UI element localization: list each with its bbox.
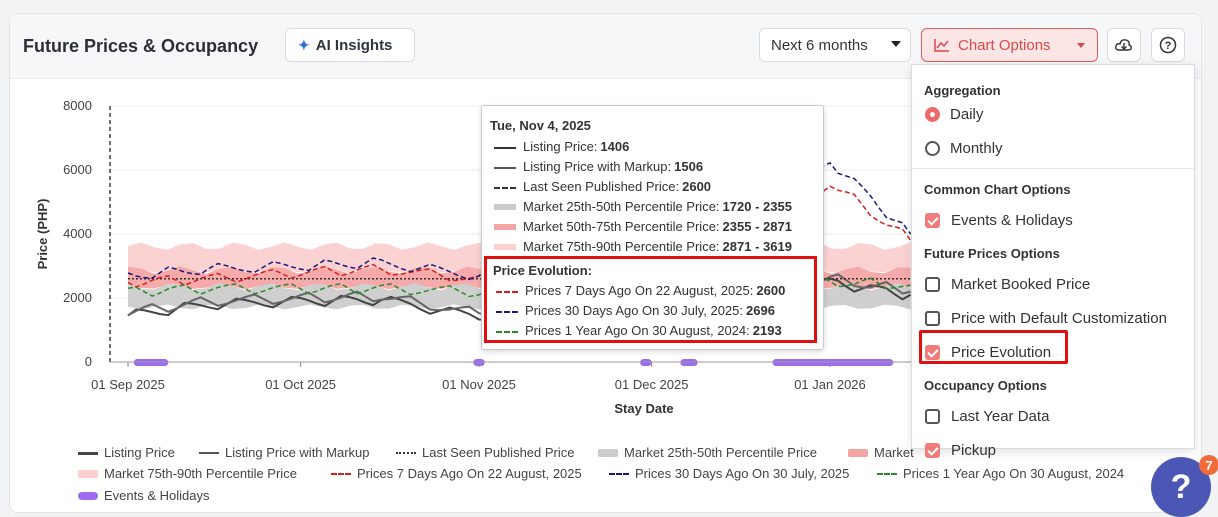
radio-selected-icon [925, 107, 940, 122]
aggregation-heading: Aggregation [924, 83, 1001, 98]
caret-down-icon [891, 41, 901, 47]
y-tick-label: 0 [85, 354, 92, 369]
chart-options-menu: Aggregation Daily Monthly Common Chart O… [911, 64, 1195, 459]
card-header: Future Prices & Occupancy ✦ AI Insights … [10, 14, 1201, 79]
legend-item[interactable]: Market 75th-90th Percentile Price [78, 466, 297, 481]
tooltip-date: Tue, Nov 4, 2025 [490, 118, 591, 133]
legend-item[interactable]: Listing Price [78, 445, 175, 460]
tooltip-row: Listing Price with Markup: 1506 [494, 159, 703, 174]
chart-options-label: Chart Options [958, 36, 1051, 54]
price-evolution-highlight: Price Evolution: Prices 7 Days Ago On 22… [484, 256, 817, 343]
tooltip-row: Market 50th-75th Percentile Price: 2355 -… [494, 219, 792, 234]
chart-tooltip: Tue, Nov 4, 2025 Listing Price: 1406 List… [481, 105, 824, 350]
tooltip-row: Listing Price: 1406 [494, 139, 629, 154]
x-tick-label: 01 Oct 2025 [265, 377, 336, 392]
legend-item[interactable]: Prices 1 Year Ago On 30 August, 2024 [877, 466, 1124, 481]
legend-item[interactable]: Events & Holidays [78, 488, 210, 503]
events-holidays-checkbox[interactable]: Events & Holidays [925, 212, 1073, 229]
x-tick-label: 01 Sep 2025 [91, 377, 165, 392]
help-button[interactable]: ? [1151, 28, 1185, 62]
checkbox-checked-icon [925, 213, 940, 228]
legend-item[interactable]: Last Seen Published Price [396, 445, 574, 460]
question-icon: ? [1170, 467, 1192, 506]
tooltip-row: Market 25th-50th Percentile Price: 1720 -… [494, 199, 792, 214]
caret-down-icon [1077, 43, 1085, 48]
radio-icon [925, 141, 940, 156]
sparkle-icon: ✦ [298, 36, 310, 53]
tooltip-row: Market 75th-90th Percentile Price: 2871 -… [494, 239, 792, 254]
y-tick-label: 8000 [63, 98, 92, 113]
y-axis-label: Price (PHP) [35, 199, 50, 270]
download-button[interactable] [1107, 28, 1141, 62]
price-evolution-highlight-box [919, 330, 1068, 364]
date-range-value: Next 6 months [771, 36, 868, 54]
line-chart-icon [934, 39, 949, 52]
price-evolution-checkbox[interactable]: Price Evolution [925, 344, 1051, 361]
page-title: Future Prices & Occupancy [23, 36, 259, 56]
date-range-select[interactable]: Next 6 months [759, 28, 911, 62]
legend-item[interactable]: Market 25th-50th Percentile Price [598, 445, 817, 460]
checkbox-checked-icon [925, 345, 940, 360]
ai-insights-label: AI Insights [315, 36, 393, 54]
common-options-heading: Common Chart Options [924, 182, 1071, 197]
last-year-checkbox[interactable]: Last Year Data [925, 408, 1049, 425]
aggregation-monthly-radio[interactable]: Monthly [925, 140, 1003, 157]
checkbox-icon [925, 409, 940, 424]
x-tick-label: 01 Nov 2025 [442, 377, 516, 392]
cloud-download-icon [1115, 39, 1132, 51]
price-evolution-title: Price Evolution: [493, 263, 592, 278]
market-booked-checkbox[interactable]: Market Booked Price [925, 276, 1090, 293]
y-tick-label: 4000 [63, 226, 92, 241]
occupancy-heading: Occupancy Options [924, 378, 1047, 393]
tooltip-row: Prices 7 Days Ago On 22 August, 2025: 260… [496, 283, 785, 298]
checkbox-checked-icon [925, 443, 940, 458]
divider [912, 168, 1194, 169]
legend-item[interactable]: Listing Price with Markup [199, 445, 370, 460]
question-circle-icon: ? [1159, 36, 1177, 54]
x-tick-label: 01 Dec 2025 [615, 377, 689, 392]
default-customization-checkbox[interactable]: Price with Default Customization [925, 310, 1167, 327]
chart-options-button[interactable]: Chart Options [921, 28, 1098, 62]
checkbox-icon [925, 311, 940, 326]
pickup-checkbox[interactable]: Pickup [925, 442, 996, 459]
y-tick-label: 2000 [63, 290, 92, 305]
y-tick-label: 6000 [63, 162, 92, 177]
future-prices-heading: Future Prices Options [924, 246, 1060, 261]
ai-insights-button[interactable]: ✦ AI Insights [285, 28, 415, 62]
x-axis-label: Stay Date [614, 401, 673, 416]
legend-item[interactable]: Prices 7 Days Ago On 22 August, 2025 [331, 466, 582, 481]
tooltip-row: Prices 30 Days Ago On 30 July, 2025: 2696 [496, 303, 775, 318]
checkbox-icon [925, 277, 940, 292]
legend-item[interactable]: Market [848, 445, 914, 460]
aggregation-daily-radio[interactable]: Daily [925, 106, 983, 123]
tooltip-row: Last Seen Published Price: 2600 [494, 179, 711, 194]
tooltip-row: Prices 1 Year Ago On 30 August, 2024: 219… [496, 323, 782, 338]
legend-item[interactable]: Prices 30 Days Ago On 30 July, 2025 [609, 466, 849, 481]
notification-badge: 7 [1199, 455, 1218, 475]
svg-text:?: ? [1165, 40, 1172, 52]
x-tick-label: 01 Jan 2026 [794, 377, 866, 392]
